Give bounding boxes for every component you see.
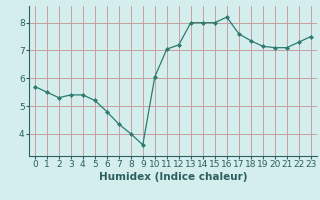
- X-axis label: Humidex (Indice chaleur): Humidex (Indice chaleur): [99, 172, 247, 182]
